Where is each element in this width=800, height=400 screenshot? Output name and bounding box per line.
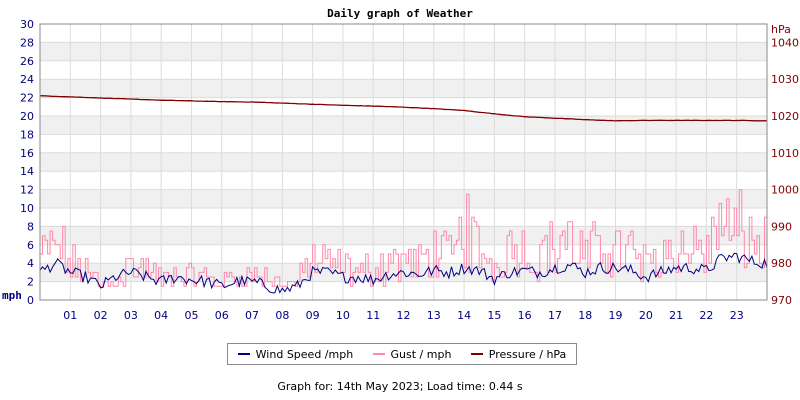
x-tick-label: 05: [184, 309, 198, 322]
x-tick-label: 06: [215, 309, 229, 322]
series-line-wind: [39, 252, 768, 294]
series-line-gust: [40, 189, 768, 287]
x-tick-label: 16: [518, 309, 532, 322]
x-tick-label: 21: [669, 309, 683, 322]
right-tick-label: 980: [771, 257, 792, 270]
right-tick-label: 1010: [771, 147, 799, 160]
left-tick-label: 12: [20, 184, 34, 197]
left-tick-label: 2: [27, 276, 34, 289]
legend-swatch-pressure: [470, 353, 483, 355]
x-tick-label: 20: [639, 309, 653, 322]
left-tick-label: 24: [20, 73, 34, 86]
right-tick-label: 1030: [771, 73, 799, 86]
x-tick-label: 22: [699, 309, 713, 322]
x-tick-label: 19: [609, 309, 623, 322]
left-tick-label: 28: [20, 36, 34, 49]
right-tick-label: 990: [771, 220, 792, 233]
legend: Wind Speed /mph Gust / mph Pressure / hP…: [227, 343, 577, 365]
plot-frame: [39, 23, 768, 301]
series-layer: [39, 95, 768, 294]
x-axis-ticks: 01 02 03 04 05 06 07 08 09 10 11 12 13 14 15 16 17 18 19 20…: [63, 309, 743, 322]
x-tick-label: 17: [548, 309, 562, 322]
legend-item-gust: Gust / mph: [372, 347, 452, 361]
x-tick-label: 01: [63, 309, 77, 322]
left-tick-label: 10: [20, 202, 34, 215]
x-tick-label: 09: [306, 309, 320, 322]
x-tick-label: 07: [245, 309, 259, 322]
legend-item-wind: Wind Speed /mph: [237, 347, 354, 361]
legend-swatch-wind: [237, 353, 250, 355]
x-tick-label: 04: [154, 309, 168, 322]
legend-label-wind: Wind Speed /mph: [255, 347, 354, 361]
left-tick-label: 14: [20, 165, 34, 178]
left-tick-label: 20: [20, 110, 34, 123]
right-axis-ticks: 970 980 990 1000 1010 1020 1030 1040: [771, 36, 799, 307]
left-tick-label: 4: [27, 257, 34, 270]
x-tick-label: 13: [427, 309, 441, 322]
x-tick-label: 15: [487, 309, 501, 322]
series-line-pressure: [39, 95, 768, 122]
x-tick-label: 10: [336, 309, 350, 322]
left-tick-label: 0: [27, 294, 34, 307]
left-tick-label: 30: [20, 18, 34, 31]
left-tick-label: 22: [20, 92, 34, 105]
left-tick-label: 6: [27, 239, 34, 252]
legend-swatch-gust: [372, 353, 385, 355]
right-tick-label: 1000: [771, 184, 799, 197]
x-tick-label: 11: [366, 309, 380, 322]
x-tick-label: 23: [730, 309, 744, 322]
left-tick-label: 18: [20, 128, 34, 141]
left-axis-label: mph: [2, 289, 22, 302]
legend-label-gust: Gust / mph: [390, 347, 452, 361]
x-tick-label: 03: [124, 309, 138, 322]
legend-item-pressure: Pressure / hPa: [470, 347, 567, 361]
x-tick-label: 12: [397, 309, 411, 322]
legend-label-pressure: Pressure / hPa: [488, 347, 567, 361]
right-tick-label: 1040: [771, 36, 799, 49]
left-tick-label: 8: [27, 220, 34, 233]
right-axis-label: hPa: [771, 23, 791, 36]
right-tick-label: 1020: [771, 110, 799, 123]
chart-title: Daily graph of Weather: [327, 7, 473, 20]
left-tick-label: 16: [20, 147, 34, 160]
left-tick-label: 26: [20, 55, 34, 68]
x-tick-label: 18: [578, 309, 592, 322]
footer-status: Graph for: 14th May 2023; Load time: 0.4…: [277, 380, 523, 393]
right-tick-label: 970: [771, 294, 792, 307]
x-tick-label: 02: [94, 309, 108, 322]
x-tick-label: 14: [457, 309, 471, 322]
x-tick-label: 08: [275, 309, 289, 322]
